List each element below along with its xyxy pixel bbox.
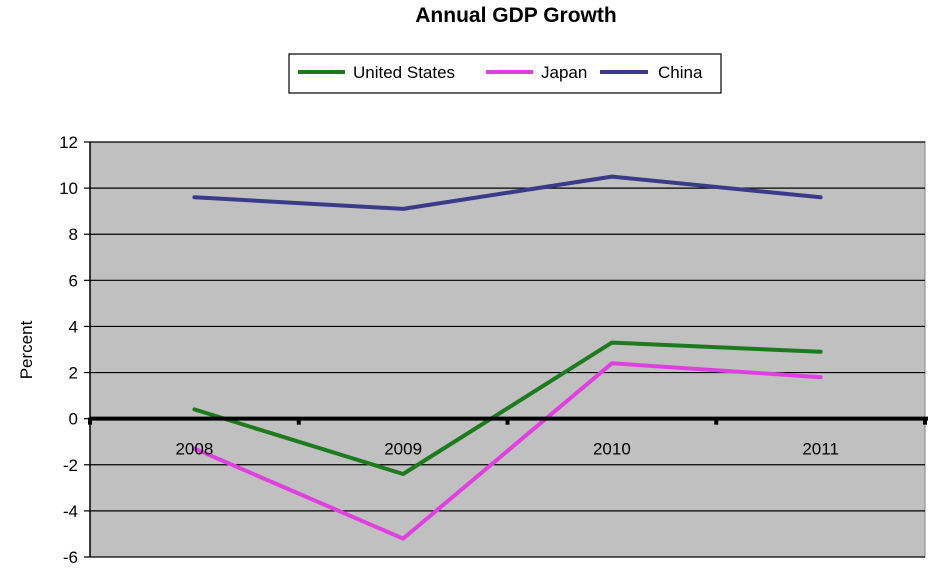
x-tick-label: 2010 (593, 440, 631, 459)
x-axis-ticks: 2008 2009 2010 2011 (88, 417, 927, 459)
y-tick-label: -6 (63, 548, 78, 567)
x-tick-label: 2009 (384, 440, 422, 459)
y-tick-label: 12 (59, 133, 78, 152)
y-tick-label: 6 (69, 271, 78, 290)
legend-label-china: China (658, 63, 703, 82)
x-tick-mark (923, 417, 927, 425)
x-tick-mark (296, 417, 301, 425)
gridlines (90, 141, 925, 558)
y-tick-label: 2 (69, 364, 78, 383)
y-tick-label: -4 (63, 502, 78, 521)
y-tick-label: -2 (63, 456, 78, 475)
y-axis-title: Percent (17, 320, 36, 379)
chart-title: Annual GDP Growth (415, 4, 616, 27)
y-tick-label: 10 (59, 179, 78, 198)
series-line-japan (192, 361, 823, 541)
x-tick-label: 2011 (802, 440, 839, 459)
legend: United States Japan China (288, 53, 722, 94)
x-tick-mark (88, 417, 92, 425)
series-line-united-states (192, 340, 823, 476)
y-axis-ticks: 12 10 8 6 4 2 0 -2 -4 -6 (59, 133, 90, 567)
legend-label-japan: Japan (541, 63, 587, 82)
y-tick-label: 8 (69, 225, 78, 244)
series-line-china (192, 174, 823, 211)
x-tick-mark (505, 417, 510, 425)
y-tick-label: 4 (69, 317, 78, 336)
y-tick-label: 0 (69, 410, 78, 429)
x-tick-mark (714, 417, 719, 425)
legend-label-united-states: United States (353, 63, 455, 82)
series-lines (192, 174, 823, 541)
x-tick-label: 2008 (175, 440, 213, 459)
